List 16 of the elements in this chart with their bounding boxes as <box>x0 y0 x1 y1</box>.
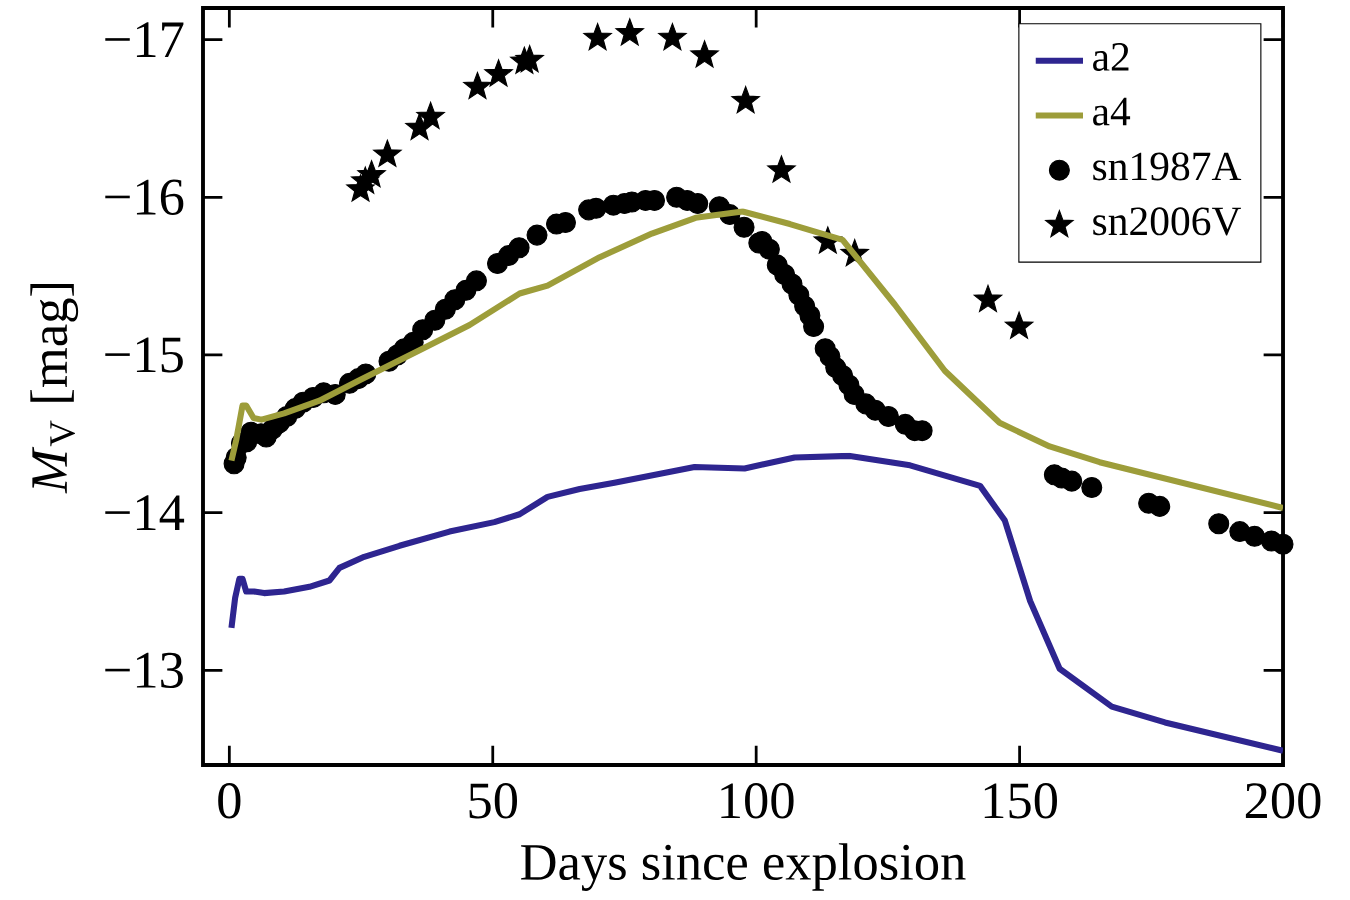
x-tick-label: 0 <box>218 783 241 819</box>
legend-label: a2 <box>1093 43 1129 71</box>
x-tick-label: 50 <box>469 783 518 819</box>
x-tick-label: 150 <box>984 783 1057 819</box>
y-tick-label: −16 <box>105 179 184 215</box>
y-axis-title: M$_{V}$ [mag] <box>30 283 79 494</box>
y-tick-label: −17 <box>105 22 184 57</box>
legend-label: sn2006V <box>1093 207 1242 236</box>
x-tick-label: 200 <box>1245 783 1321 819</box>
x-tick-label: 100 <box>721 783 794 819</box>
legend-label: a4 <box>1093 97 1131 126</box>
y-tick-label: −14 <box>105 495 185 531</box>
y-tick-label: −13 <box>105 652 183 689</box>
y-tick-label: −15 <box>105 337 183 373</box>
x-axis-title: Days since explosion <box>521 843 966 891</box>
legend-label: sn1987A <box>1093 152 1242 181</box>
